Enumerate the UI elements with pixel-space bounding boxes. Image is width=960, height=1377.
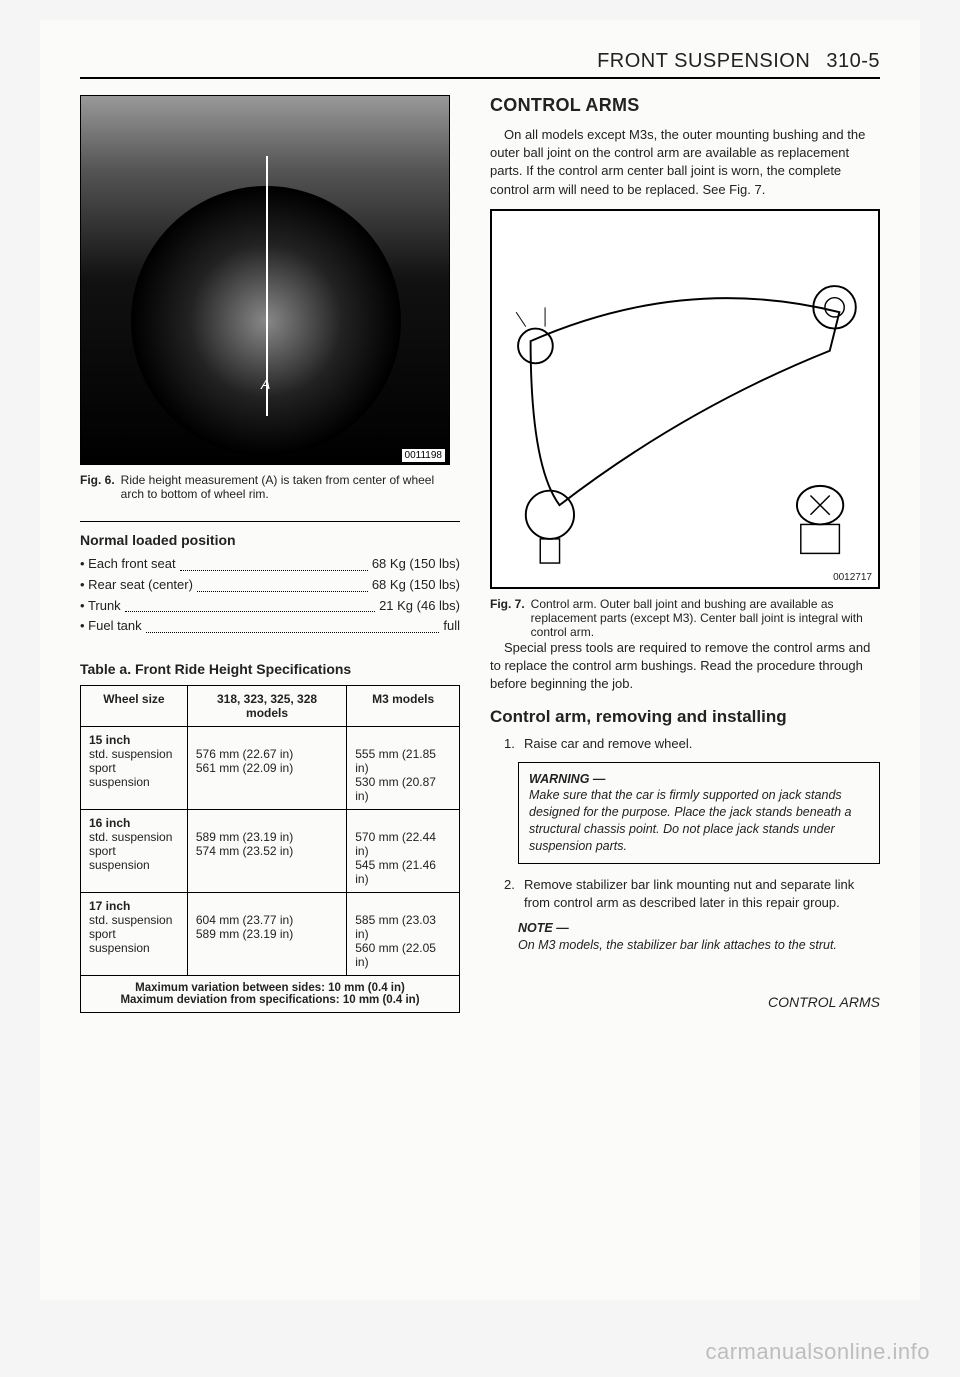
table-header-row: Wheel size 318, 323, 325, 328 models M3 … bbox=[81, 686, 460, 727]
step-text: Raise car and remove wheel. bbox=[524, 735, 692, 753]
page-header: Front Suspension 310-5 bbox=[80, 50, 880, 79]
step-2: 2. Remove stabilizer bar link mounting n… bbox=[504, 876, 880, 912]
image-id-7: 0012717 bbox=[833, 572, 872, 583]
dots bbox=[197, 575, 368, 592]
step-num: 1. bbox=[504, 735, 518, 753]
step-list: 2. Remove stabilizer bar link mounting n… bbox=[504, 876, 880, 912]
right-column: CONTROL ARMS On all models except M3s, t… bbox=[490, 95, 880, 1013]
figure-7-image: 0012717 bbox=[490, 209, 880, 589]
note-body: On M3 models, the stabilizer bar link at… bbox=[518, 937, 880, 954]
fig6-text: Ride height measurement (A) is taken fro… bbox=[121, 473, 460, 501]
spec-row: Fuel tank full bbox=[80, 616, 460, 637]
spec-label: Fuel tank bbox=[80, 616, 142, 637]
control-arms-intro: On all models except M3s, the outer moun… bbox=[490, 126, 880, 199]
columns: A 0011198 Fig. 6. Ride height measuremen… bbox=[80, 95, 880, 1013]
step-list: 1. Raise car and remove wheel. bbox=[504, 735, 880, 753]
cell-std-models: 604 mm (23.77 in)589 mm (23.19 in) bbox=[187, 893, 346, 976]
spec-value: 68 Kg (150 lbs) bbox=[372, 575, 460, 596]
cell-wheel-size: 16 inchstd. suspensionsport suspension bbox=[81, 810, 188, 893]
spec-label: Rear seat (center) bbox=[80, 575, 193, 596]
watermark: carmanualsonline.info bbox=[705, 1339, 930, 1365]
cell-m3-models: 570 mm (22.44 in)545 mm (21.46 in) bbox=[347, 810, 460, 893]
note-head: NOTE — bbox=[518, 920, 880, 937]
cell-m3-models: 585 mm (23.03 in)560 mm (22.05 in) bbox=[347, 893, 460, 976]
step-text: Remove stabilizer bar link mounting nut … bbox=[524, 876, 880, 912]
image-id-6: 0011198 bbox=[402, 449, 445, 462]
table-a: Wheel size 318, 323, 325, 328 models M3 … bbox=[80, 685, 460, 1013]
step-num: 2. bbox=[504, 876, 518, 912]
figure-6-caption: Fig. 6. Ride height measurement (A) is t… bbox=[80, 473, 460, 501]
footer-section-name: CONTROL ARMS bbox=[490, 994, 880, 1010]
cell-m3-models: 555 mm (21.85 in)530 mm (20.87 in) bbox=[347, 727, 460, 810]
page: Front Suspension 310-5 A 0011198 Fig. 6.… bbox=[40, 20, 920, 1300]
cell-std-models: 576 mm (22.67 in)561 mm (22.09 in) bbox=[187, 727, 346, 810]
step-1: 1. Raise car and remove wheel. bbox=[504, 735, 880, 753]
col-m3-models: M3 models bbox=[347, 686, 460, 727]
col-wheel-size: Wheel size bbox=[81, 686, 188, 727]
table-footer-row: Maximum variation between sides: 10 mm (… bbox=[81, 976, 460, 1013]
control-arm-svg bbox=[492, 211, 878, 587]
spec-value: full bbox=[443, 616, 460, 637]
spec-label: Each front seat bbox=[80, 554, 176, 575]
spec-value: 68 Kg (150 lbs) bbox=[372, 554, 460, 575]
dots bbox=[180, 554, 368, 571]
section-name: Front Suspension bbox=[597, 50, 810, 72]
warning-box: WARNING — Make sure that the car is firm… bbox=[518, 762, 880, 864]
col-std-models: 318, 323, 325, 328 models bbox=[187, 686, 346, 727]
footer-line-1: Maximum variation between sides: 10 mm (… bbox=[89, 982, 451, 994]
warning-head: WARNING — bbox=[529, 771, 869, 788]
figure-7-caption: Fig. 7. Control arm. Outer ball joint an… bbox=[490, 597, 880, 639]
spec-label: Trunk bbox=[80, 596, 121, 617]
spec-row: Trunk 21 Kg (46 lbs) bbox=[80, 596, 460, 617]
page-number: 310-5 bbox=[826, 50, 880, 72]
spec-row: Rear seat (center) 68 Kg (150 lbs) bbox=[80, 575, 460, 596]
normal-loaded-title: Normal loaded position bbox=[80, 532, 460, 548]
fig7-label: Fig. 7. bbox=[490, 597, 525, 639]
table-row: 16 inchstd. suspensionsport suspension58… bbox=[81, 810, 460, 893]
dots bbox=[146, 616, 440, 633]
spec-row: Each front seat 68 Kg (150 lbs) bbox=[80, 554, 460, 575]
dots bbox=[125, 596, 375, 613]
left-column: A 0011198 Fig. 6. Ride height measuremen… bbox=[80, 95, 460, 1013]
table-row: 15 inchstd. suspensionsport suspension57… bbox=[81, 727, 460, 810]
note-block: NOTE — On M3 models, the stabilizer bar … bbox=[518, 920, 880, 954]
spec-value: 21 Kg (46 lbs) bbox=[379, 596, 460, 617]
divider bbox=[80, 521, 460, 522]
table-row: 17 inchstd. suspensionsport suspension60… bbox=[81, 893, 460, 976]
normal-loaded-list: Each front seat 68 Kg (150 lbs) Rear sea… bbox=[80, 554, 460, 637]
table-footer: Maximum variation between sides: 10 mm (… bbox=[81, 976, 460, 1013]
cell-wheel-size: 15 inchstd. suspensionsport suspension bbox=[81, 727, 188, 810]
warning-body: Make sure that the car is firmly support… bbox=[529, 787, 869, 855]
special-tools-para: Special press tools are required to remo… bbox=[490, 639, 880, 694]
fig7-text: Control arm. Outer ball joint and bushin… bbox=[531, 597, 880, 639]
cell-wheel-size: 17 inchstd. suspensionsport suspension bbox=[81, 893, 188, 976]
cell-std-models: 589 mm (23.19 in)574 mm (23.52 in) bbox=[187, 810, 346, 893]
fig6-label: Fig. 6. bbox=[80, 473, 115, 501]
header-title: Front Suspension 310-5 bbox=[597, 50, 880, 72]
figure-6-image: A 0011198 bbox=[80, 95, 450, 465]
removing-installing-heading: Control arm, removing and installing bbox=[490, 707, 880, 727]
marker-a: A bbox=[261, 376, 270, 392]
table-a-title: Table a. Front Ride Height Specification… bbox=[80, 661, 460, 677]
control-arms-heading: CONTROL ARMS bbox=[490, 95, 880, 116]
footer-line-2: Maximum deviation from specifications: 1… bbox=[89, 994, 451, 1006]
